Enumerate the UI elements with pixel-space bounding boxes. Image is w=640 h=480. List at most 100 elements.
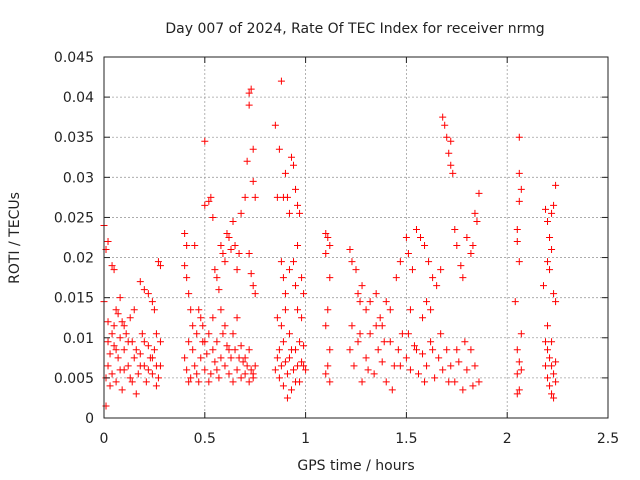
data-point: [217, 242, 225, 250]
data-point: [191, 362, 199, 370]
data-point: [552, 298, 560, 306]
data-point: [414, 370, 422, 378]
data-point: [249, 177, 257, 185]
data-point: [189, 346, 197, 354]
data-point: [421, 378, 429, 386]
x-tick-label: 0: [100, 431, 109, 447]
data-point: [148, 354, 156, 362]
data-point: [324, 234, 332, 241]
y-tick-label: 0.005: [54, 371, 94, 387]
data-point: [467, 250, 475, 258]
data-point: [273, 314, 281, 322]
data-point: [235, 250, 243, 258]
data-point: [471, 209, 479, 217]
data-point: [439, 366, 447, 374]
x-axis-label: GPS time / hours: [297, 458, 414, 474]
data-point: [273, 354, 281, 362]
data-point: [392, 274, 400, 282]
data-point: [326, 346, 334, 354]
data-point: [209, 213, 217, 221]
data-point: [290, 161, 298, 169]
data-point: [241, 370, 249, 378]
data-point: [245, 346, 253, 354]
data-point: [471, 362, 479, 370]
data-point: [406, 306, 414, 314]
data-point: [221, 258, 229, 266]
data-point: [445, 149, 453, 157]
data-point: [406, 366, 414, 374]
data-point: [243, 157, 251, 165]
data-point: [453, 242, 461, 250]
data-point: [451, 378, 459, 386]
data-point: [469, 242, 477, 250]
data-point: [245, 89, 253, 97]
data-point: [463, 366, 471, 374]
data-point: [296, 209, 304, 217]
data-point: [156, 362, 164, 370]
data-point: [513, 346, 521, 354]
data-point: [181, 229, 189, 237]
y-tick-label: 0: [85, 411, 94, 427]
data-point: [467, 346, 475, 354]
data-point: [201, 366, 209, 374]
data-point: [298, 358, 306, 366]
data-point: [110, 322, 118, 330]
data-point: [126, 314, 134, 322]
data-point: [245, 378, 253, 386]
data-point: [425, 258, 433, 266]
data-point: [382, 378, 390, 386]
data-point: [396, 258, 404, 266]
y-tick-label: 0.025: [54, 210, 94, 226]
data-point: [469, 382, 477, 390]
data-point: [118, 318, 126, 326]
data-point: [130, 306, 138, 314]
data-point: [138, 330, 146, 338]
data-point: [197, 314, 205, 322]
data-point: [473, 217, 481, 225]
data-point: [108, 262, 116, 270]
data-point: [388, 386, 396, 394]
data-point: [283, 193, 291, 201]
data-point: [223, 342, 231, 350]
data-point: [217, 354, 225, 362]
data-point: [213, 366, 221, 374]
data-point: [213, 274, 221, 282]
data-point: [247, 270, 255, 278]
y-tick-label: 0.045: [54, 50, 94, 66]
data-point: [148, 298, 156, 306]
data-point: [231, 242, 239, 250]
data-point: [429, 274, 437, 282]
data-point: [205, 378, 213, 386]
data-point: [136, 362, 144, 370]
data-point: [366, 330, 374, 338]
data-point: [281, 358, 289, 366]
data-point: [356, 298, 364, 306]
data-point: [281, 290, 289, 298]
data-point: [185, 338, 193, 346]
data-point: [112, 378, 120, 386]
data-point: [128, 378, 136, 386]
data-point: [287, 153, 295, 161]
data-point: [298, 274, 306, 282]
data-point: [294, 306, 302, 314]
data-point: [152, 382, 160, 390]
data-point: [104, 362, 112, 370]
data-point: [134, 370, 142, 378]
data-point: [542, 362, 550, 370]
data-point: [550, 370, 558, 378]
data-point: [221, 322, 229, 330]
data-point: [322, 250, 330, 258]
data-point: [154, 258, 162, 266]
data-point: [350, 362, 358, 370]
data-point: [156, 262, 164, 270]
data-point: [197, 354, 205, 362]
data-point: [271, 121, 279, 129]
data-point: [372, 290, 380, 298]
data-point: [150, 346, 158, 354]
data-point: [205, 330, 213, 338]
data-point: [154, 374, 162, 382]
data-point: [404, 250, 412, 258]
data-point: [279, 338, 287, 346]
